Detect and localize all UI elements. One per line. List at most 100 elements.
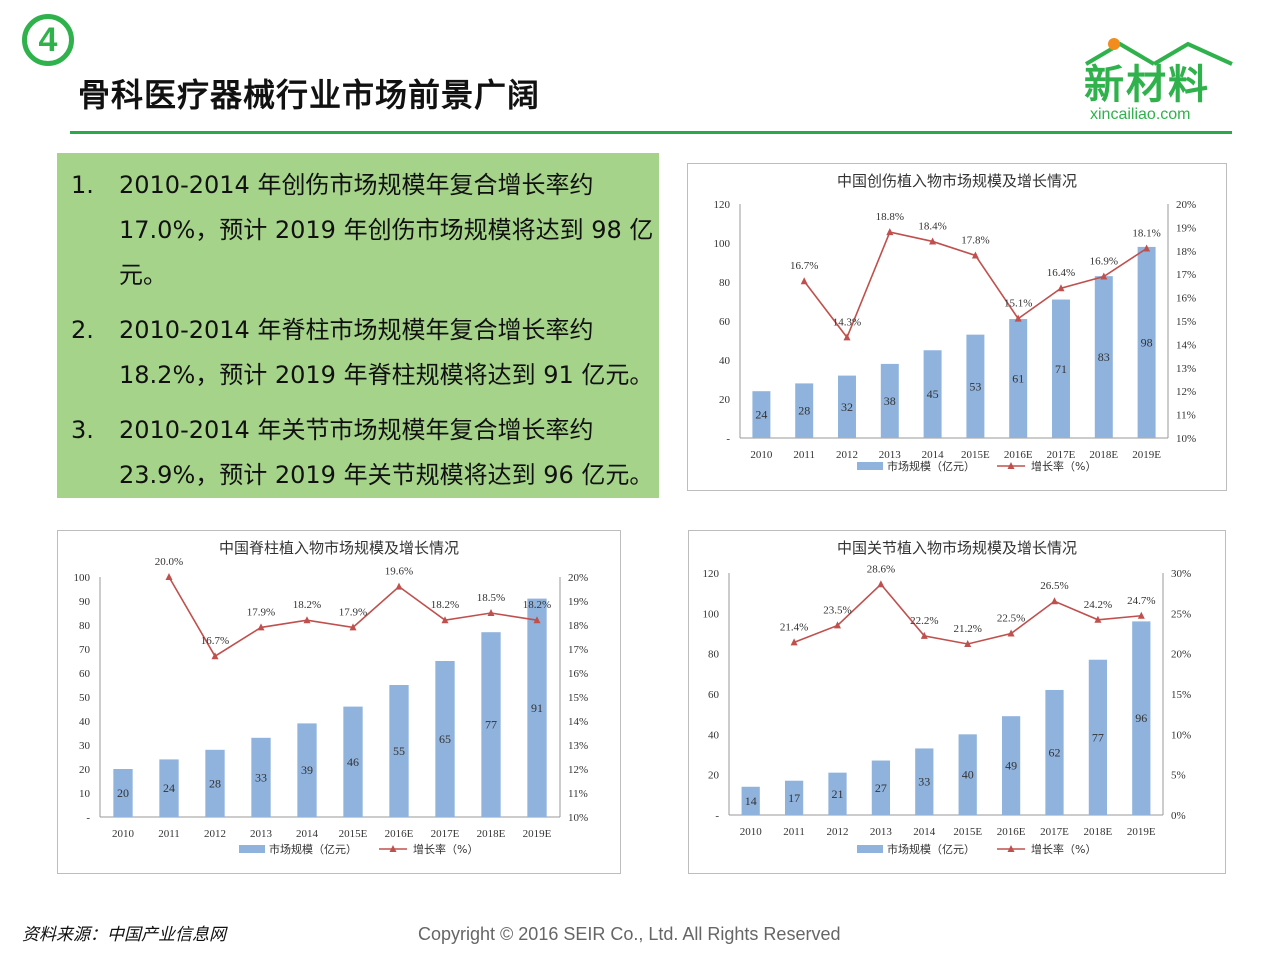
bar-value-label: 33 [255,770,267,784]
y-tick-label: 40 [79,716,91,728]
x-tick-label: 2010 [750,449,773,461]
x-tick-label: 2017E [1047,449,1076,461]
x-tick-label: 2011 [783,826,805,838]
bar [1088,659,1108,815]
x-tick-label: 2010 [112,828,135,840]
growth-rate-label: 18.2% [293,599,321,611]
bar-value-label: 38 [884,394,896,408]
y-tick-label: 60 [79,668,91,680]
growth-rate-label: 16.7% [790,260,818,272]
x-tick-label: 2017E [431,828,460,840]
y-tick-label: 90 [79,596,91,608]
growth-rate-label: 18.8% [876,211,904,223]
y2-tick-label: 19% [568,596,588,608]
bar-value-label: 65 [439,732,451,746]
bar [1137,246,1156,438]
bar [923,350,942,438]
bar-value-label: 77 [485,718,497,732]
bar [481,632,501,817]
bar [1132,621,1151,815]
bar-value-label: 77 [1092,730,1104,744]
x-tick-label: 2014 [922,449,945,461]
growth-rate-point [964,639,972,647]
x-tick-label: 2018E [1089,449,1118,461]
bar [741,786,760,815]
logo-dot-icon [1108,38,1120,50]
legend-bar-label: 市场规模（亿元） [887,459,975,473]
growth-rate-point [303,616,311,624]
legend-line-label: 增长率（%） [1031,459,1096,473]
y-tick-label: 20 [719,394,731,406]
bar [251,737,271,817]
y2-tick-label: 16% [1176,293,1196,305]
bar [343,706,363,817]
y2-tick-label: 12% [1176,386,1196,398]
growth-rate-point [1094,615,1102,623]
bar-value-label: 49 [1005,759,1017,773]
y-tick-label: 120 [703,568,720,580]
growth-rate-point [877,580,885,588]
y2-tick-label: 14% [568,716,588,728]
bar [159,759,179,817]
house-roof-icon [1084,41,1233,66]
growth-rate-point [1137,611,1145,619]
summary-item-number: 3. [71,416,94,444]
y2-tick-label: 0% [1171,810,1186,822]
x-tick-label: 2018E [1084,826,1113,838]
x-tick-label: 2015E [339,828,368,840]
growth-rate-label: 18.2% [431,599,459,611]
bar [752,391,771,438]
y2-tick-label: 16% [568,668,588,680]
bar-value-label: 53 [969,379,981,393]
y2-tick-label: 11% [568,788,588,800]
y-tick-label: 120 [714,199,731,211]
growth-rate-point [1057,284,1065,292]
bar [435,661,455,817]
bar-value-label: 17 [788,791,800,805]
bar [527,598,547,817]
section-number-badge: 4 [22,14,74,66]
growth-rate-label: 17.9% [339,606,367,618]
joint-chart-svg: 中国关节植入物市场规模及增长情况 - 20 40 60 80 100 120 0% 5% 10% 15… [703,539,1192,856]
y2-tick-label: 15% [568,692,588,704]
growth-rate-point [211,652,219,660]
growth-rate-point [1100,272,1108,280]
x-tick-label: 2016E [385,828,414,840]
header-divider [70,131,1232,134]
bar [871,760,891,815]
growth-rate-label: 21.4% [780,621,808,633]
x-tick-label: 2018E [477,828,506,840]
x-tick-label: 2012 [204,828,226,840]
bar-value-label: 20 [117,786,129,800]
y2-tick-label: 19% [1176,222,1196,234]
y-tick-label: 50 [79,692,91,704]
page-title: 骨科医疗器械行业市场前景广阔 [78,76,541,114]
growth-rate-point [1143,244,1151,252]
growth-rate-point [1007,629,1015,637]
summary-item-number: 2. [71,316,94,344]
bar-value-label: 28 [798,404,810,418]
bar-value-label: 14 [745,794,757,808]
growth-rate-label: 24.7% [1127,595,1155,607]
growth-rate-label: 18.4% [918,220,946,232]
y-tick-label: - [86,812,90,824]
growth-rate-label: 16.4% [1047,267,1075,279]
bar-value-label: 24 [163,781,175,795]
growth-rate-point [487,609,495,616]
y2-tick-label: 10% [1171,729,1191,741]
y2-tick-label: 13% [568,740,588,752]
bar-value-label: 27 [875,781,887,795]
x-tick-label: 2019E [523,828,552,840]
growth-rate-point [834,621,841,629]
legend-bar-label: 市场规模（亿元） [887,842,975,856]
bar [113,769,133,817]
growth-rate-label: 22.5% [997,613,1025,625]
x-tick-label: 2017E [1040,826,1069,838]
bar-value-label: 55 [393,744,405,758]
bar-value-label: 98 [1141,335,1153,349]
summary-item-number: 1. [71,171,94,199]
bar [205,749,225,817]
chart-title: 中国脊柱植入物市场规模及增长情况 [219,539,459,557]
growth-rate-point [1014,314,1022,322]
growth-rate-label: 16.7% [201,635,229,647]
